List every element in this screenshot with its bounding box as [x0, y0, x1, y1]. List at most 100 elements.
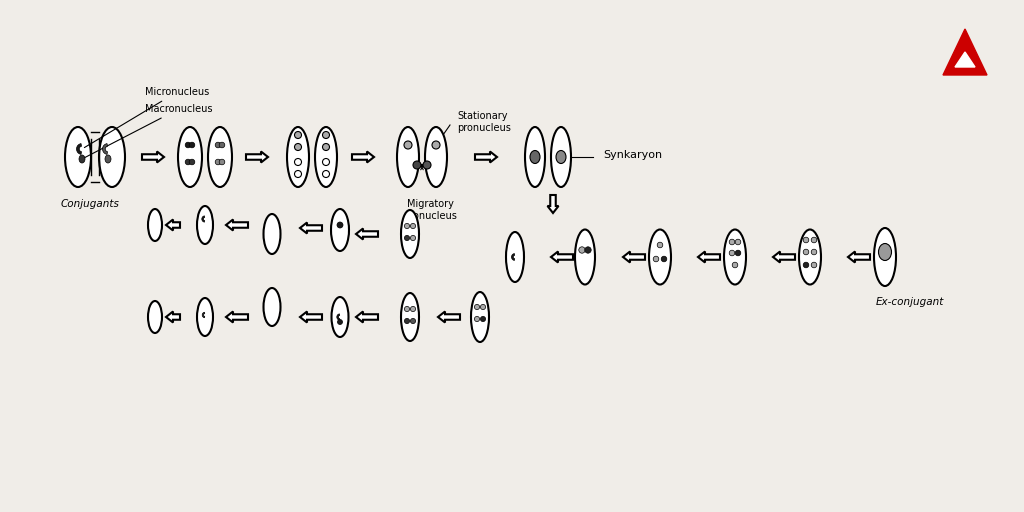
Polygon shape — [300, 311, 322, 323]
Circle shape — [323, 159, 330, 165]
Circle shape — [404, 306, 410, 312]
Circle shape — [653, 256, 658, 262]
Circle shape — [295, 143, 301, 151]
Circle shape — [323, 132, 330, 139]
Text: Micronucleus: Micronucleus — [84, 87, 209, 147]
Polygon shape — [438, 311, 460, 323]
Ellipse shape — [530, 151, 540, 163]
Wedge shape — [202, 312, 205, 318]
Polygon shape — [226, 311, 248, 323]
Circle shape — [803, 237, 809, 243]
Polygon shape — [548, 195, 558, 213]
Polygon shape — [356, 311, 378, 323]
Ellipse shape — [879, 244, 892, 261]
Ellipse shape — [724, 229, 746, 285]
Ellipse shape — [331, 209, 349, 251]
Circle shape — [411, 236, 416, 241]
Circle shape — [411, 306, 416, 312]
Polygon shape — [356, 228, 378, 240]
Ellipse shape — [79, 155, 85, 163]
Ellipse shape — [148, 209, 162, 241]
Circle shape — [811, 262, 817, 268]
Ellipse shape — [397, 127, 419, 187]
Ellipse shape — [556, 151, 566, 163]
Polygon shape — [226, 220, 248, 230]
Polygon shape — [773, 251, 795, 263]
Ellipse shape — [197, 206, 213, 244]
Circle shape — [803, 262, 809, 268]
Circle shape — [404, 318, 410, 324]
Ellipse shape — [332, 297, 348, 337]
Polygon shape — [955, 52, 975, 67]
Circle shape — [585, 247, 591, 253]
Circle shape — [803, 249, 809, 255]
Circle shape — [323, 170, 330, 178]
Circle shape — [735, 250, 740, 256]
Circle shape — [404, 141, 412, 149]
Polygon shape — [698, 251, 720, 263]
Circle shape — [480, 316, 485, 322]
Circle shape — [185, 159, 190, 165]
Circle shape — [219, 142, 225, 148]
Circle shape — [579, 247, 585, 253]
Circle shape — [295, 170, 301, 178]
Circle shape — [337, 222, 343, 228]
Circle shape — [474, 305, 479, 310]
Text: Macronucleus: Macronucleus — [84, 104, 213, 158]
Ellipse shape — [551, 127, 571, 187]
Circle shape — [732, 262, 738, 268]
Ellipse shape — [263, 214, 281, 254]
Circle shape — [657, 242, 663, 248]
Circle shape — [474, 316, 479, 322]
Ellipse shape — [208, 127, 232, 187]
Polygon shape — [848, 251, 870, 263]
Wedge shape — [512, 253, 515, 261]
Text: Conjugants: Conjugants — [60, 199, 120, 209]
Circle shape — [404, 223, 410, 228]
Ellipse shape — [148, 301, 162, 333]
Ellipse shape — [65, 127, 91, 187]
Circle shape — [404, 236, 410, 241]
Polygon shape — [142, 152, 164, 162]
Circle shape — [662, 256, 667, 262]
Ellipse shape — [178, 127, 202, 187]
Circle shape — [811, 237, 817, 243]
Ellipse shape — [874, 228, 896, 286]
Ellipse shape — [315, 127, 337, 187]
Circle shape — [295, 159, 301, 165]
Circle shape — [480, 305, 485, 310]
Ellipse shape — [799, 229, 821, 285]
Circle shape — [432, 141, 440, 149]
Polygon shape — [623, 251, 645, 263]
Polygon shape — [551, 251, 573, 263]
Circle shape — [323, 143, 330, 151]
Polygon shape — [475, 152, 497, 162]
Circle shape — [215, 142, 221, 148]
Ellipse shape — [197, 298, 213, 336]
Circle shape — [338, 319, 342, 325]
Text: Synkaryon: Synkaryon — [603, 150, 663, 160]
Polygon shape — [300, 223, 322, 233]
Wedge shape — [102, 143, 108, 155]
Polygon shape — [352, 152, 374, 162]
Polygon shape — [166, 220, 180, 230]
Wedge shape — [337, 314, 340, 320]
Circle shape — [189, 142, 195, 148]
Text: Migratory
pronucleus: Migratory pronucleus — [403, 199, 457, 221]
Ellipse shape — [525, 127, 545, 187]
Ellipse shape — [401, 210, 419, 258]
Ellipse shape — [506, 232, 524, 282]
Polygon shape — [166, 311, 180, 323]
Text: Ex-conjugant: Ex-conjugant — [876, 297, 944, 307]
Ellipse shape — [575, 229, 595, 285]
Polygon shape — [246, 152, 268, 162]
Circle shape — [185, 142, 190, 148]
Circle shape — [215, 159, 221, 165]
Circle shape — [411, 223, 416, 228]
Polygon shape — [943, 29, 987, 75]
Circle shape — [413, 161, 421, 169]
Text: Stationary
pronucleus: Stationary pronucleus — [457, 111, 511, 133]
Ellipse shape — [471, 292, 489, 342]
Circle shape — [295, 132, 301, 139]
Circle shape — [811, 249, 817, 255]
